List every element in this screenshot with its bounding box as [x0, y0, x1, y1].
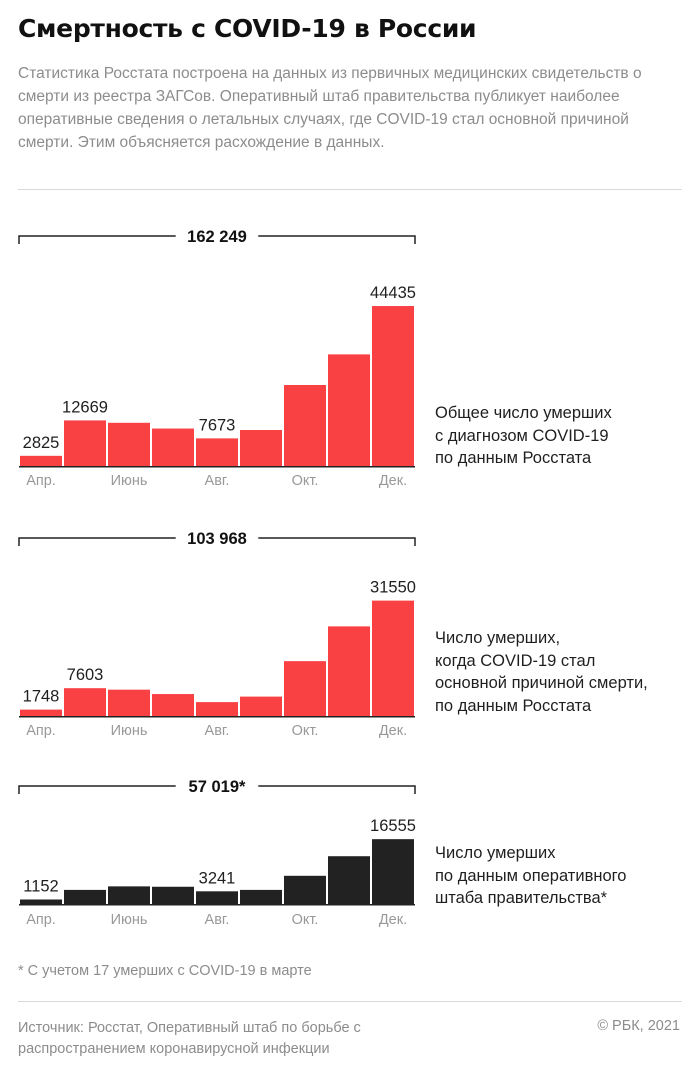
- bar-8: [328, 354, 370, 466]
- bar-6: [240, 696, 282, 716]
- data-label: 2825: [23, 434, 60, 452]
- tick-label: Окт.: [292, 723, 319, 739]
- bar-3: [108, 689, 150, 716]
- tick-label: Авг.: [205, 912, 230, 928]
- data-label: 31550: [370, 579, 416, 597]
- tick-label: Апр.: [26, 723, 56, 739]
- total-label-bg: [175, 528, 259, 548]
- data-label: 1748: [23, 688, 60, 706]
- footnote: * С учетом 17 умерших с COVID-19 в марте: [18, 963, 312, 979]
- tick-label: Апр.: [26, 473, 56, 489]
- desc-line: по данным оперативного: [435, 866, 627, 885]
- bar-7: [284, 385, 326, 466]
- chart-main-cause-description: Число умерших, когда COVID-19 стал основ…: [435, 627, 648, 717]
- source-note: Источник: Росстат, Оперативный штаб по б…: [18, 1020, 361, 1057]
- tick-label: Дек.: [379, 723, 407, 739]
- chart-total-svg: 162 249 2825 Апр. 12669 Июнь 7673 Авг. Окт. 4443…: [18, 226, 416, 489]
- tick-label: Дек.: [379, 473, 407, 489]
- bar-5: [196, 702, 238, 716]
- chart-opershtab-svg: 57 019* 1152 Апр. Июнь 3241 Авг. Окт. 16555 Дек.: [18, 776, 416, 928]
- chart-main-cause: 103 968 1748 Апр. 7603 Июнь Авг. Окт. 31550 Дек.…: [0, 524, 698, 744]
- desc-line: по данным Росстата: [435, 449, 592, 467]
- tick-label: Авг.: [205, 473, 230, 489]
- bar-8: [328, 856, 370, 904]
- total-label-bg: [175, 226, 259, 246]
- data-label: 44435: [370, 284, 416, 302]
- bar-3: [108, 886, 150, 904]
- page-title: Смертность с COVID-19 в России: [18, 14, 477, 43]
- tick-label: Июнь: [111, 473, 148, 489]
- tick-label: Июнь: [111, 912, 148, 928]
- bar-5: [196, 438, 238, 466]
- bar-9: [372, 600, 414, 716]
- tick-label: Окт.: [292, 912, 319, 928]
- bar-7: [284, 661, 326, 716]
- chart-opershtab: 57 019* 1152 Апр. Июнь 3241 Авг. Окт. 16555 Дек.…: [0, 772, 698, 932]
- bar-9: [372, 306, 414, 466]
- bar-2: [64, 889, 106, 904]
- bar-2: [64, 420, 106, 466]
- data-label: 12669: [62, 398, 108, 416]
- data-label: 1152: [23, 877, 58, 895]
- tick-label: Дек.: [379, 912, 407, 928]
- chart-main-cause-svg: 103 968 1748 Апр. 7603 Июнь Авг. Окт. 31550 Дек.: [18, 528, 416, 739]
- desc-line: когда COVID-19 стал: [435, 651, 596, 670]
- bar-5: [196, 891, 238, 904]
- desc-line: с диагнозом COVID-19: [435, 426, 609, 445]
- copyright: © РБК, 2021: [597, 1018, 680, 1034]
- total-label: 162 249: [187, 228, 247, 246]
- bar-4: [152, 886, 194, 904]
- data-label: 16555: [370, 817, 416, 835]
- bar-9: [372, 839, 414, 904]
- chart-opershtab-description: Число умерших по данным оперативного шта…: [435, 842, 626, 910]
- bar-1: [20, 899, 62, 904]
- total-label: 103 968: [187, 530, 247, 548]
- desc-line: основной причиной смерти,: [435, 674, 648, 692]
- bar-3: [108, 422, 150, 466]
- total-label-bg: [175, 776, 259, 796]
- tick-label: Июнь: [111, 723, 148, 739]
- tick-label: Окт.: [292, 473, 319, 489]
- data-label: 7673: [199, 416, 236, 434]
- bottom-divider: [18, 1001, 682, 1002]
- bar-1: [20, 455, 62, 466]
- desc-line: Число умерших,: [435, 629, 561, 647]
- tick-label: Авг.: [205, 723, 230, 739]
- total-label: 57 019*: [189, 778, 246, 796]
- bar-2: [64, 688, 106, 716]
- bar-8: [328, 626, 370, 716]
- desc-line: штаба правительства*: [435, 889, 608, 907]
- desc-line: по данным Росстата: [435, 696, 592, 715]
- bar-1: [20, 709, 62, 716]
- bar-4: [152, 428, 194, 466]
- bar-6: [240, 430, 282, 466]
- chart-total-description: Общее число умерших с диагнозом COVID-19…: [435, 402, 612, 470]
- desc-line: Общее число умерших: [435, 404, 612, 422]
- data-label: 3241: [199, 869, 236, 887]
- data-label: 7603: [67, 666, 104, 684]
- bar-6: [240, 889, 282, 904]
- bar-4: [152, 694, 194, 716]
- desc-line: Число умерших: [435, 844, 556, 862]
- top-divider: [18, 189, 682, 190]
- tick-label: Апр.: [26, 912, 56, 928]
- bar-7: [284, 875, 326, 904]
- chart-total-deaths: 162 249 2825 Апр. 12669 Июнь 7673 Авг. Окт. 4443…: [0, 222, 698, 502]
- subtitle: Статистика Росстата построена на данных …: [18, 65, 642, 151]
